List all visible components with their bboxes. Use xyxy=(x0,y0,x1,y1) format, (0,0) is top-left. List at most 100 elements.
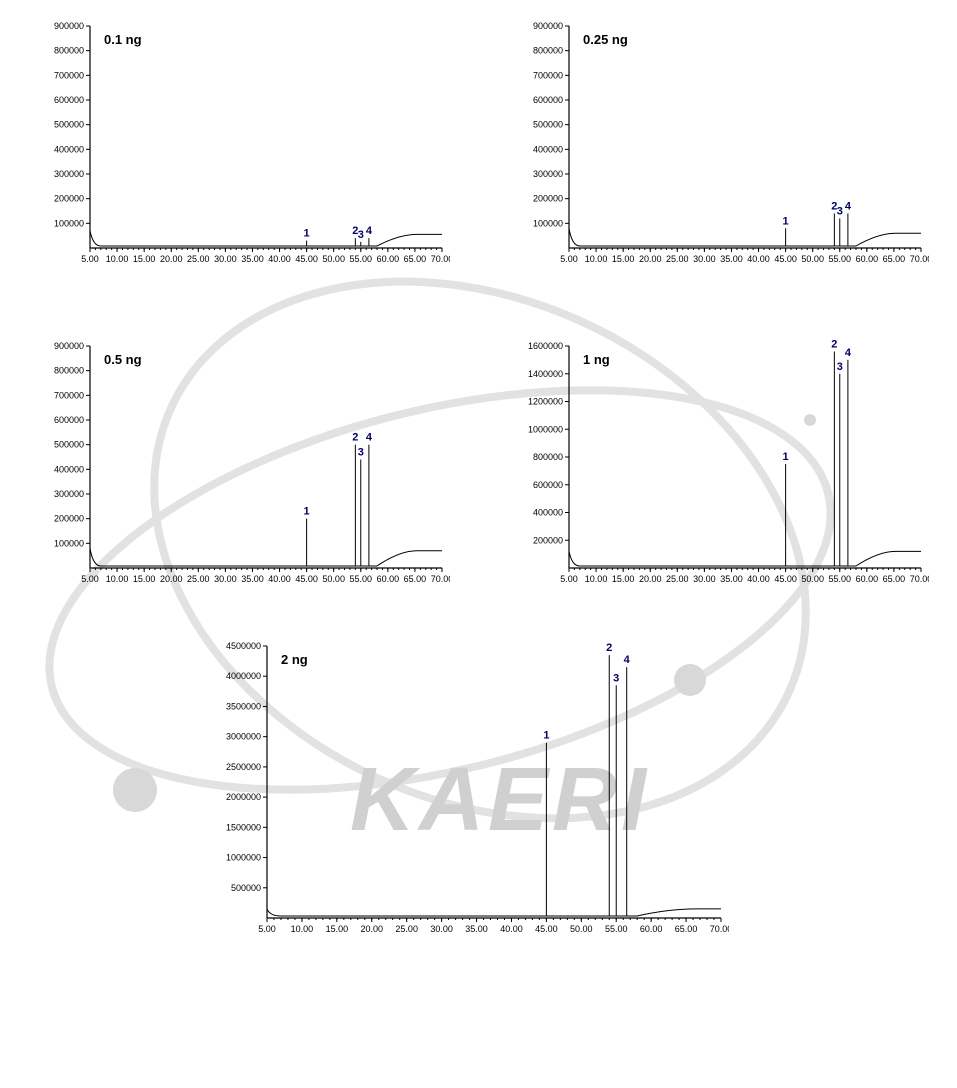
peak-label: 1 xyxy=(304,506,310,518)
chart-05ng: 1000002000003000004000005000006000007000… xyxy=(0,270,479,590)
peak-label: 3 xyxy=(836,361,842,373)
svg-text:40.00: 40.00 xyxy=(747,574,770,584)
svg-text:50.00: 50.00 xyxy=(570,924,593,934)
svg-text:700000: 700000 xyxy=(54,70,84,80)
svg-text:400000: 400000 xyxy=(532,508,562,518)
svg-text:600000: 600000 xyxy=(532,480,562,490)
svg-text:400000: 400000 xyxy=(54,144,84,154)
svg-text:2500000: 2500000 xyxy=(225,762,260,772)
svg-text:45.00: 45.00 xyxy=(774,574,797,584)
svg-text:70.00: 70.00 xyxy=(431,574,450,584)
svg-text:5.00: 5.00 xyxy=(81,574,99,584)
svg-text:65.00: 65.00 xyxy=(404,254,427,264)
svg-text:60.00: 60.00 xyxy=(855,574,878,584)
svg-text:5.00: 5.00 xyxy=(258,924,276,934)
svg-text:300000: 300000 xyxy=(532,169,562,179)
svg-text:35.00: 35.00 xyxy=(720,574,743,584)
svg-text:15.00: 15.00 xyxy=(611,254,634,264)
svg-text:30.00: 30.00 xyxy=(214,254,237,264)
peak-label: 2 xyxy=(606,642,612,654)
svg-text:500000: 500000 xyxy=(230,883,260,893)
svg-text:25.00: 25.00 xyxy=(666,574,689,584)
svg-text:100000: 100000 xyxy=(532,218,562,228)
svg-text:1000000: 1000000 xyxy=(527,424,562,434)
svg-text:40.00: 40.00 xyxy=(500,924,523,934)
peak-label: 3 xyxy=(358,446,364,458)
svg-text:900000: 900000 xyxy=(54,341,84,351)
svg-text:60.00: 60.00 xyxy=(377,574,400,584)
svg-text:5.00: 5.00 xyxy=(560,574,578,584)
svg-text:25.00: 25.00 xyxy=(187,254,210,264)
svg-text:55.00: 55.00 xyxy=(350,254,373,264)
svg-text:500000: 500000 xyxy=(54,120,84,130)
svg-text:55.00: 55.00 xyxy=(828,574,851,584)
peak-label: 3 xyxy=(358,229,364,241)
peak-label: 2 xyxy=(352,432,358,444)
concentration-label: 1 ng xyxy=(583,352,610,367)
peak-label: 4 xyxy=(844,200,851,212)
svg-text:400000: 400000 xyxy=(54,464,84,474)
svg-text:10.00: 10.00 xyxy=(290,924,313,934)
svg-text:5.00: 5.00 xyxy=(81,254,99,264)
svg-text:60.00: 60.00 xyxy=(639,924,662,934)
svg-text:20.00: 20.00 xyxy=(638,574,661,584)
chart-1ng: 2000004000006000008000001000000120000014… xyxy=(479,270,957,590)
svg-text:15.00: 15.00 xyxy=(133,254,156,264)
svg-text:65.00: 65.00 xyxy=(404,574,427,584)
chart-025ng: 1000002000003000004000005000006000007000… xyxy=(479,0,957,270)
svg-text:20.00: 20.00 xyxy=(638,254,661,264)
svg-text:2000000: 2000000 xyxy=(225,792,260,802)
svg-text:55.00: 55.00 xyxy=(350,574,373,584)
svg-text:700000: 700000 xyxy=(532,70,562,80)
peak-label: 4 xyxy=(366,225,373,237)
svg-text:4000000: 4000000 xyxy=(225,671,260,681)
svg-text:20.00: 20.00 xyxy=(160,254,183,264)
svg-text:1500000: 1500000 xyxy=(225,822,260,832)
svg-text:1000000: 1000000 xyxy=(225,853,260,863)
svg-text:100000: 100000 xyxy=(54,538,84,548)
svg-text:20.00: 20.00 xyxy=(160,574,183,584)
svg-text:30.00: 30.00 xyxy=(693,574,716,584)
svg-text:30.00: 30.00 xyxy=(214,574,237,584)
svg-text:70.00: 70.00 xyxy=(431,254,450,264)
svg-text:40.00: 40.00 xyxy=(268,574,291,584)
svg-text:25.00: 25.00 xyxy=(395,924,418,934)
chromatogram-figure-grid: 100000 200000 300000 400000 500000 600000 7000… xyxy=(0,0,957,940)
chart-2ng: 500000 1000000 1500000 2000000 2500000 300000… xyxy=(209,590,749,940)
svg-text:35.00: 35.00 xyxy=(241,254,264,264)
peak-label: 4 xyxy=(366,432,373,444)
svg-text:45.00: 45.00 xyxy=(295,574,318,584)
svg-text:10.00: 10.00 xyxy=(106,254,129,264)
svg-text:800000: 800000 xyxy=(54,46,84,56)
svg-text:10.00: 10.00 xyxy=(106,574,129,584)
svg-text:55.00: 55.00 xyxy=(604,924,627,934)
svg-text:1600000: 1600000 xyxy=(527,341,562,351)
svg-text:800000: 800000 xyxy=(54,366,84,376)
svg-text:65.00: 65.00 xyxy=(674,924,697,934)
svg-text:70.00: 70.00 xyxy=(709,924,728,934)
svg-text:400000: 400000 xyxy=(532,144,562,154)
svg-text:45.00: 45.00 xyxy=(774,254,797,264)
concentration-label: 0.1 ng xyxy=(104,32,142,47)
svg-text:200000: 200000 xyxy=(54,194,84,204)
svg-text:50.00: 50.00 xyxy=(322,574,345,584)
svg-text:20.00: 20.00 xyxy=(360,924,383,934)
svg-text:5.00: 5.00 xyxy=(560,254,578,264)
peak-label: 3 xyxy=(613,672,619,684)
svg-text:25.00: 25.00 xyxy=(187,574,210,584)
concentration-label: 0.5 ng xyxy=(104,352,142,367)
concentration-label: 2 ng xyxy=(281,652,308,667)
svg-text:300000: 300000 xyxy=(54,489,84,499)
svg-text:15.00: 15.00 xyxy=(325,924,348,934)
svg-text:45.00: 45.00 xyxy=(535,924,558,934)
concentration-label: 0.25 ng xyxy=(583,32,628,47)
peak-label: 1 xyxy=(782,215,788,227)
peak-label: 1 xyxy=(304,228,310,240)
svg-text:15.00: 15.00 xyxy=(611,574,634,584)
peak-label: 2 xyxy=(831,339,837,351)
peak-label: 4 xyxy=(623,654,630,666)
svg-text:3000000: 3000000 xyxy=(225,732,260,742)
svg-text:4500000: 4500000 xyxy=(225,641,260,651)
svg-text:70.00: 70.00 xyxy=(909,574,928,584)
svg-text:10.00: 10.00 xyxy=(584,254,607,264)
